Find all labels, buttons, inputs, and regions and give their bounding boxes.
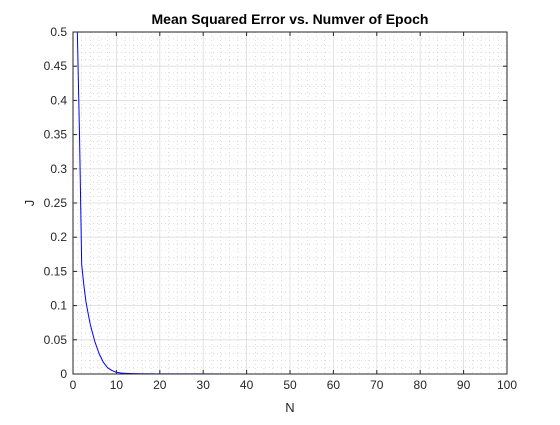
tick-marks xyxy=(72,31,508,375)
x-tick-label: 70 xyxy=(370,378,384,392)
y-tick-label: 0.05 xyxy=(44,333,68,347)
y-tick-label: 0.2 xyxy=(50,230,67,244)
y-tick-label: 0.35 xyxy=(44,128,68,142)
y-tick-label: 0.3 xyxy=(50,162,67,176)
x-axis-label: N xyxy=(285,400,294,415)
x-tick-label: 10 xyxy=(110,378,124,392)
y-tick-label: 0 xyxy=(60,367,67,381)
x-tick-label: 0 xyxy=(70,378,77,392)
x-tick-label: 30 xyxy=(197,378,211,392)
y-tick-label: 0.1 xyxy=(50,299,67,313)
x-tick-label: 40 xyxy=(240,378,254,392)
y-tick-label: 0.4 xyxy=(50,93,67,107)
y-tick-label: 0.15 xyxy=(44,264,68,278)
y-tick-label: 0.5 xyxy=(50,25,67,39)
x-tick-label: 100 xyxy=(497,378,517,392)
x-tick-label: 20 xyxy=(153,378,167,392)
y-tick-label: 0.45 xyxy=(44,59,68,73)
y-axis-label: J xyxy=(22,200,37,207)
x-tick-labels: 0 10 20 30 40 50 60 70 80 90 100 xyxy=(70,378,518,392)
x-tick-label: 50 xyxy=(283,378,297,392)
x-tick-label: 80 xyxy=(414,378,428,392)
x-tick-label: 90 xyxy=(457,378,471,392)
y-tick-labels: 0 0.05 0.1 0.15 0.2 0.25 0.3 0.35 0.4 0.45 0.5 xyxy=(44,25,68,381)
x-tick-label: 60 xyxy=(327,378,341,392)
chart-title: Mean Squared Error vs. Numver of Epoch xyxy=(152,11,429,27)
y-tick-label: 0.25 xyxy=(44,196,68,210)
